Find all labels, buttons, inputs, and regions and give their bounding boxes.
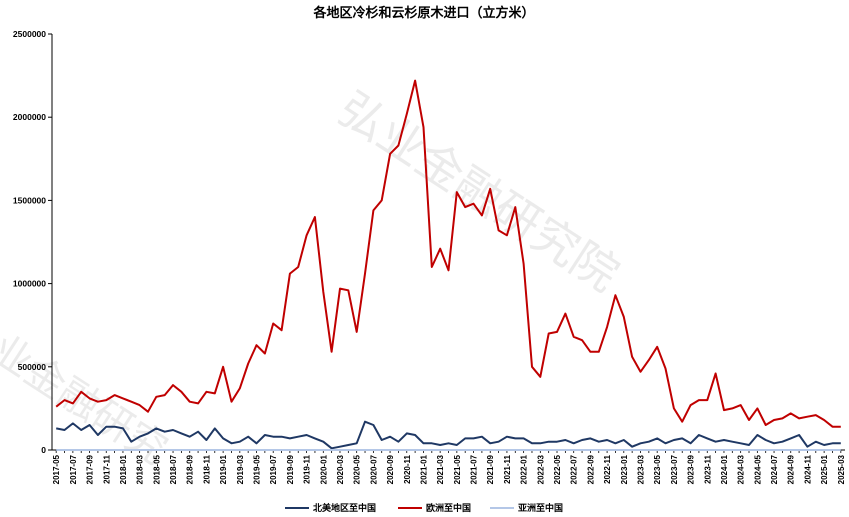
x-tick-label: 2023-11 [703, 454, 712, 483]
x-tick-label: 2017-05 [52, 454, 61, 484]
x-tick-label: 2019-05 [253, 454, 262, 484]
series-line [55, 79, 841, 428]
x-tick-label: 2021-03 [436, 454, 445, 484]
chart-title: 各地区冷杉和云杉原木进口（立方米） [312, 5, 534, 21]
x-tick-label: 2022-09 [586, 454, 595, 484]
x-tick-label: 2018-03 [136, 454, 145, 484]
y-tick-label: 2000000 [13, 112, 46, 122]
watermark-text: 弘业金融研究 [0, 304, 175, 473]
y-tick-label: 2500000 [13, 29, 46, 39]
x-tick-label: 2018-07 [169, 454, 178, 484]
x-tick-label: 2020-05 [353, 454, 362, 484]
x-tick-label: 2020-09 [386, 454, 395, 484]
legend: 北美地区至中国 欧洲至中国 亚洲至中国 [285, 502, 563, 514]
x-tick-label: 2018-09 [186, 454, 195, 484]
series-layer [55, 79, 841, 451]
watermark-text: 弘业金融研究院 [329, 81, 628, 302]
x-tick-label: 2019-11 [303, 454, 312, 483]
x-tick-label: 2019-09 [286, 454, 295, 484]
x-tick-label: 2022-11 [603, 454, 612, 483]
y-tick-label: 1500000 [13, 195, 46, 205]
x-tick-label: 2021-07 [470, 454, 479, 484]
x-tick-label: 2018-01 [119, 454, 128, 484]
legend-label: 欧洲至中国 [426, 502, 471, 514]
x-tick-label: 2021-09 [486, 454, 495, 484]
x-tick-label: 2021-01 [419, 454, 428, 484]
x-tick-label: 2022-05 [553, 454, 562, 484]
legend-label: 亚洲至中国 [518, 502, 563, 514]
y-axis: 0 500000 1000000 1500000 2000000 2500000 [13, 29, 53, 455]
x-tick-label: 2025-01 [820, 454, 829, 484]
x-tick-label: 2024-05 [753, 454, 762, 484]
x-tick-label: 2024-07 [770, 454, 779, 484]
y-tick-label: 500000 [18, 362, 47, 372]
y-tick-label: 0 [41, 445, 46, 455]
x-tick-label: 2024-03 [737, 454, 746, 484]
x-tick-label: 2021-11 [503, 454, 512, 483]
x-tick-label: 2024-09 [787, 454, 796, 484]
x-axis: 2017-05 2017-07 2017-09 2017-11 2018-01 2018-… [52, 449, 846, 484]
x-tick-label: 2019-07 [269, 454, 278, 484]
x-tick-label: 2023-07 [670, 454, 679, 484]
x-tick-label: 2022-03 [536, 454, 545, 484]
x-tick-label: 2023-09 [687, 454, 696, 484]
x-tick-label: 2020-01 [319, 454, 328, 484]
series-line [56, 420, 841, 450]
y-tick-label: 1000000 [13, 279, 46, 289]
x-tick-label: 2023-01 [620, 454, 629, 484]
x-tick-label: 2023-03 [636, 454, 645, 484]
x-tick-label: 2018-11 [202, 454, 211, 483]
x-tick-label: 2024-01 [720, 454, 729, 484]
x-tick-label: 2022-01 [520, 454, 529, 484]
x-tick-label: 2022-07 [570, 454, 579, 484]
x-tick-label: 2025-03 [837, 454, 846, 484]
x-tick-label: 2019-03 [236, 454, 245, 484]
x-tick-label: 2021-05 [453, 454, 462, 484]
x-tick-label: 2018-05 [152, 454, 161, 484]
x-tick-label: 2020-11 [403, 454, 412, 483]
x-tick-label: 2017-09 [86, 454, 95, 484]
x-tick-label: 2023-05 [653, 454, 662, 484]
x-tick-label: 2019-01 [219, 454, 228, 484]
x-tick-label: 2024-11 [803, 454, 812, 483]
legend-label: 北美地区至中国 [313, 502, 376, 514]
x-tick-label: 2017-11 [102, 454, 111, 483]
x-tick-label: 2020-07 [369, 454, 378, 484]
x-tick-label: 2020-03 [336, 454, 345, 484]
x-tick-label: 2017-07 [69, 454, 78, 484]
